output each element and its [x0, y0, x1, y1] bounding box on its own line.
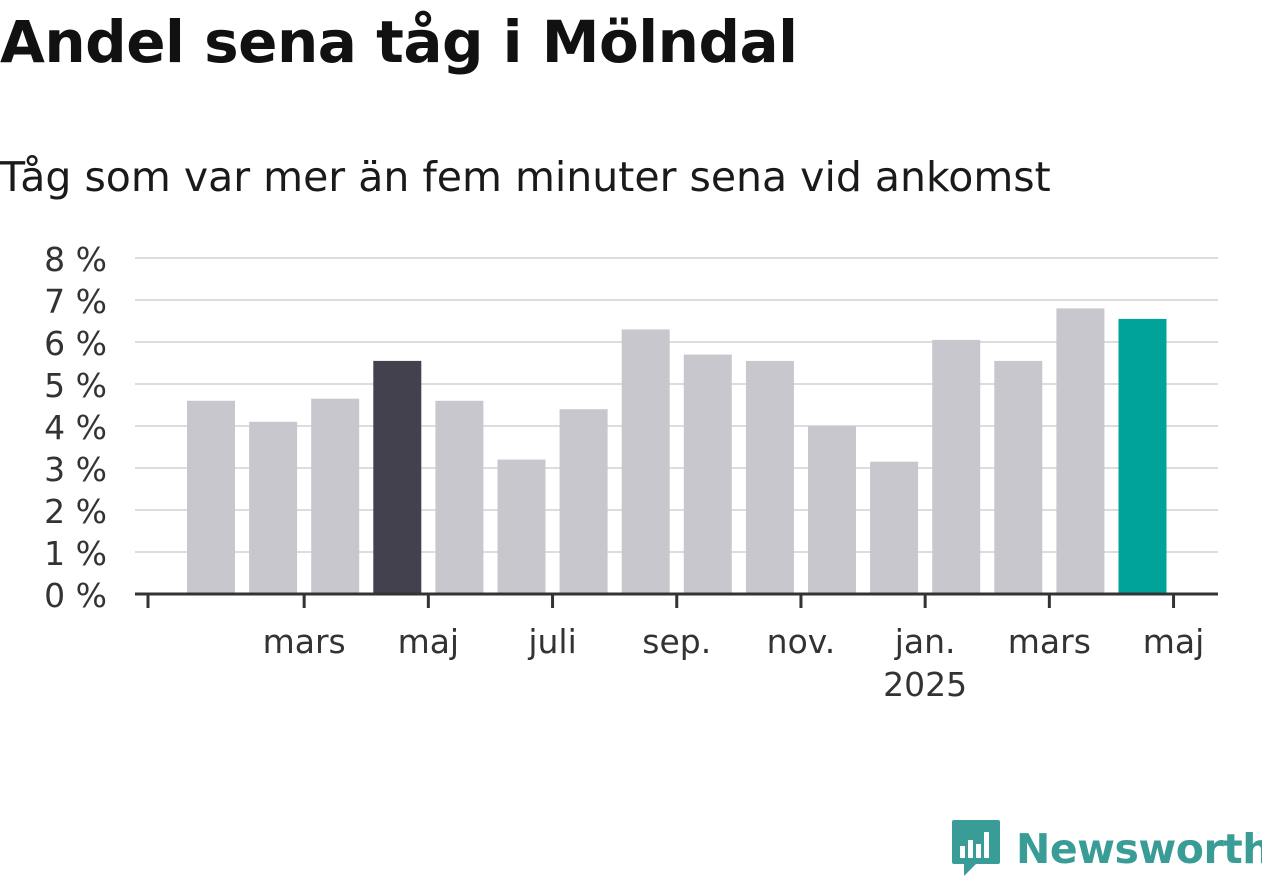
- x-tick-label: mars: [263, 622, 346, 661]
- y-tick-label: 2 %: [44, 492, 107, 531]
- y-tick-label: 6 %: [44, 324, 107, 363]
- brand-name: Newsworthy: [1016, 825, 1262, 873]
- bar: [932, 339, 981, 594]
- x-tick-label: maj: [398, 622, 460, 661]
- bars: [187, 308, 1167, 594]
- y-tick-label: 4 %: [44, 408, 107, 447]
- bar: [373, 360, 422, 594]
- bar: [808, 426, 856, 594]
- bar: [683, 354, 732, 594]
- chart-title: Andel sena tåg i Mölndal: [0, 8, 798, 76]
- bar: [870, 461, 919, 594]
- y-tick-label: 3 %: [44, 450, 107, 489]
- bar: [1056, 308, 1105, 594]
- x-tick-label: nov.: [767, 622, 836, 661]
- bar: [497, 459, 546, 594]
- brand-logo: Newsworthy: [950, 818, 1262, 880]
- y-tick-label: 7 %: [44, 282, 107, 321]
- y-tick-label: 8 %: [44, 240, 107, 279]
- x-tick-label: mars: [1008, 622, 1091, 661]
- x-axis: [135, 592, 1218, 608]
- x-tick-label: sep.: [642, 622, 711, 661]
- y-tick-label: 0 %: [44, 576, 107, 615]
- grid-lines: [135, 257, 1218, 553]
- bar: [621, 329, 670, 594]
- y-axis-labels: 0 %1 %2 %3 %4 %5 %6 %7 %8 %: [44, 240, 107, 615]
- x-tick-year-label: 2025: [883, 665, 967, 704]
- bar: [745, 360, 794, 594]
- newsworthy-logo-icon: [952, 820, 1000, 876]
- x-axis-labels: mars maj juli sep. nov. jan. 2025 mars maj: [263, 622, 1205, 704]
- y-tick-label: 5 %: [44, 366, 107, 405]
- y-tick-label: 1 %: [44, 534, 107, 573]
- bar: [994, 360, 1043, 594]
- x-tick-label: juli: [527, 622, 576, 661]
- bar: [559, 409, 608, 594]
- x-tick-label: maj: [1143, 622, 1205, 661]
- bar: [1118, 318, 1167, 594]
- x-tick-label: jan.: [894, 622, 956, 661]
- bar: [249, 421, 298, 594]
- bar: [435, 400, 484, 594]
- bar: [311, 398, 360, 594]
- chart-subtitle: Tåg som var mer än fem minuter sena vid …: [0, 153, 1051, 201]
- bar: [187, 400, 235, 594]
